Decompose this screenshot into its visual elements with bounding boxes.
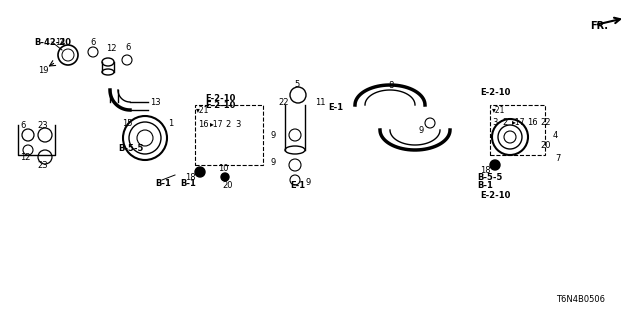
Text: 2: 2 — [502, 117, 508, 126]
Text: 10: 10 — [218, 164, 228, 172]
Text: 12: 12 — [20, 153, 31, 162]
Text: T6N4B0506: T6N4B0506 — [556, 295, 605, 305]
Text: E-2-10: E-2-10 — [205, 93, 236, 102]
Text: ▸17: ▸17 — [512, 117, 525, 126]
Text: 22: 22 — [278, 98, 289, 107]
Text: B-5-5: B-5-5 — [477, 172, 502, 181]
Circle shape — [195, 167, 205, 177]
Text: B-5-5: B-5-5 — [118, 143, 143, 153]
Text: FR.: FR. — [590, 21, 608, 31]
Text: 16: 16 — [198, 119, 209, 129]
Text: 4: 4 — [553, 131, 558, 140]
Text: E-1: E-1 — [328, 102, 343, 111]
Text: 15: 15 — [122, 118, 132, 127]
Text: B-42-20: B-42-20 — [34, 37, 71, 46]
Text: ▾21: ▾21 — [196, 106, 209, 115]
Circle shape — [221, 173, 229, 181]
Text: 11: 11 — [315, 98, 326, 107]
Text: 6: 6 — [20, 121, 26, 130]
Text: ▸17: ▸17 — [210, 119, 223, 129]
Text: E-2-10: E-2-10 — [480, 190, 510, 199]
Text: 16: 16 — [527, 117, 538, 126]
Text: 8: 8 — [388, 81, 394, 90]
Text: E-2-10: E-2-10 — [205, 100, 236, 109]
Circle shape — [490, 160, 500, 170]
Text: 22: 22 — [540, 117, 550, 126]
Text: 6: 6 — [90, 37, 95, 46]
Text: 3: 3 — [235, 119, 241, 129]
Text: 5: 5 — [294, 79, 300, 89]
Text: 18: 18 — [480, 165, 491, 174]
Text: 7: 7 — [555, 154, 561, 163]
Text: 9: 9 — [270, 131, 275, 140]
Text: 20: 20 — [222, 180, 232, 189]
Text: E-1: E-1 — [290, 180, 305, 189]
Text: 12: 12 — [106, 44, 116, 52]
Text: E-2-10: E-2-10 — [480, 87, 510, 97]
Text: 9: 9 — [305, 178, 310, 187]
Text: 2: 2 — [225, 119, 230, 129]
Text: 14: 14 — [55, 37, 65, 46]
Text: 18: 18 — [185, 172, 196, 181]
Text: 1: 1 — [168, 118, 173, 127]
Bar — [195, 105, 263, 165]
Text: 23: 23 — [37, 121, 47, 130]
Bar — [490, 105, 545, 155]
Text: 6: 6 — [125, 43, 131, 52]
Text: 20: 20 — [540, 140, 550, 149]
Text: 9: 9 — [270, 157, 275, 166]
Text: 23: 23 — [37, 161, 47, 170]
Text: 13: 13 — [150, 98, 161, 107]
Text: ▾21: ▾21 — [492, 106, 506, 115]
Text: B-1: B-1 — [180, 179, 196, 188]
Text: B-1: B-1 — [477, 180, 493, 189]
Text: 9: 9 — [418, 125, 423, 134]
Text: 3: 3 — [492, 117, 497, 126]
Text: B-1: B-1 — [155, 179, 171, 188]
Text: 19: 19 — [38, 66, 49, 75]
